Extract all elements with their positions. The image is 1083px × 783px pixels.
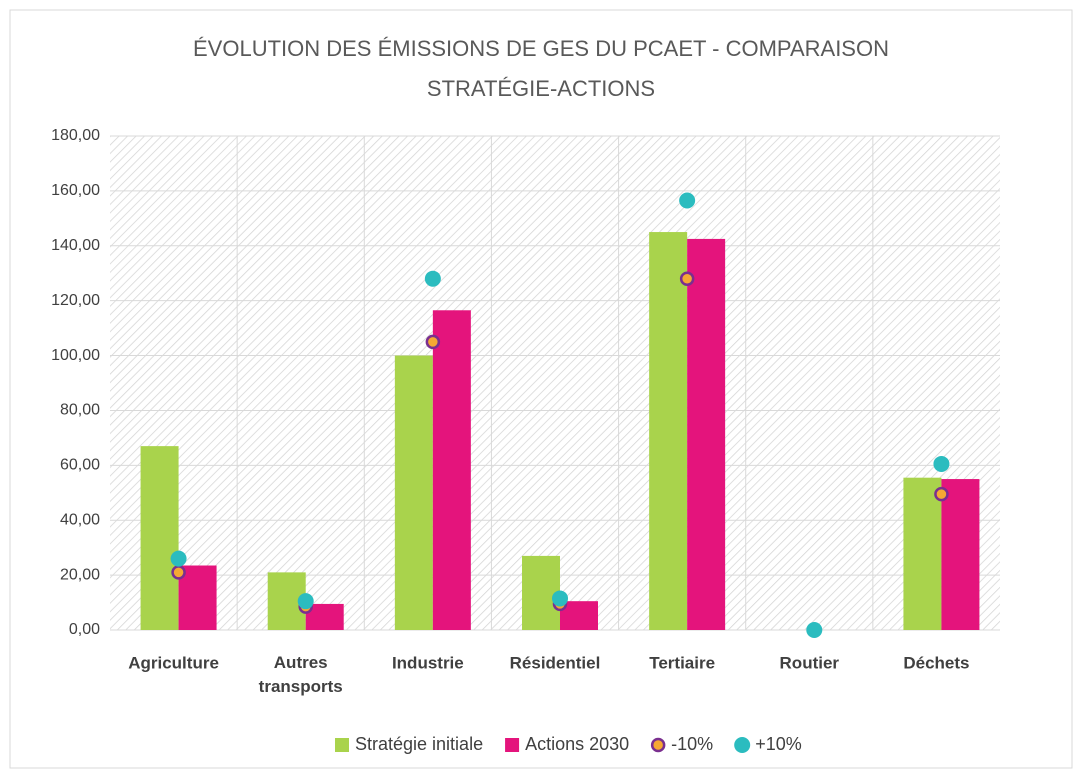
marker: [171, 565, 186, 580]
y-tick-label: 140,00: [51, 237, 100, 254]
x-tick-label: Routier: [780, 653, 840, 672]
marker: [679, 271, 695, 286]
bar: [522, 555, 560, 630]
y-tick-label: 40,00: [60, 511, 100, 528]
bar: [941, 479, 980, 630]
y-tick-label: 100,00: [51, 347, 100, 364]
bar: [394, 355, 433, 630]
y-tick-label: 160,00: [51, 182, 100, 199]
bar: [178, 565, 217, 630]
x-tick-label: Résidentiel: [510, 653, 601, 672]
marker: [425, 334, 441, 350]
y-tick-label: 60,00: [60, 457, 100, 474]
legend-label: -10%: [671, 734, 713, 754]
bar: [903, 477, 942, 630]
y-tick-label: 20,00: [60, 566, 100, 583]
marker: [934, 486, 949, 502]
marker: [424, 270, 441, 287]
marker: [679, 192, 696, 209]
marker: [806, 622, 823, 638]
chart-title: STRATÉGIE-ACTIONS: [427, 76, 655, 101]
marker: [297, 593, 314, 610]
legend-swatch: [650, 737, 666, 753]
y-tick-label: 0,00: [69, 621, 100, 638]
bar: [140, 446, 179, 630]
legend-label: +10%: [755, 734, 802, 754]
legend-swatch: [335, 738, 349, 752]
y-tick-label: 120,00: [51, 292, 100, 309]
x-tick-label: Tertiaire: [649, 653, 715, 672]
y-tick-label: 80,00: [60, 402, 100, 419]
chart-title: ÉVOLUTION DES ÉMISSIONS DE GES DU PCAET …: [193, 36, 889, 61]
legend-label: Actions 2030: [525, 734, 629, 754]
x-tick-label: Agriculture: [128, 653, 219, 672]
legend-label: Stratégie initiale: [355, 734, 483, 754]
x-tick-label: Déchets: [903, 653, 969, 672]
marker: [552, 590, 568, 607]
legend-swatch: [734, 737, 751, 753]
legend-swatch: [505, 738, 520, 752]
plot-area: [110, 136, 1000, 630]
x-tick-label: Autres transports: [259, 653, 343, 696]
y-tick-label: 180,00: [51, 127, 100, 144]
bar: [432, 310, 471, 630]
marker: [933, 455, 950, 472]
bar: [687, 238, 726, 630]
bar: [649, 232, 688, 631]
marker: [170, 550, 187, 567]
x-tick-label: Industrie: [392, 653, 464, 672]
